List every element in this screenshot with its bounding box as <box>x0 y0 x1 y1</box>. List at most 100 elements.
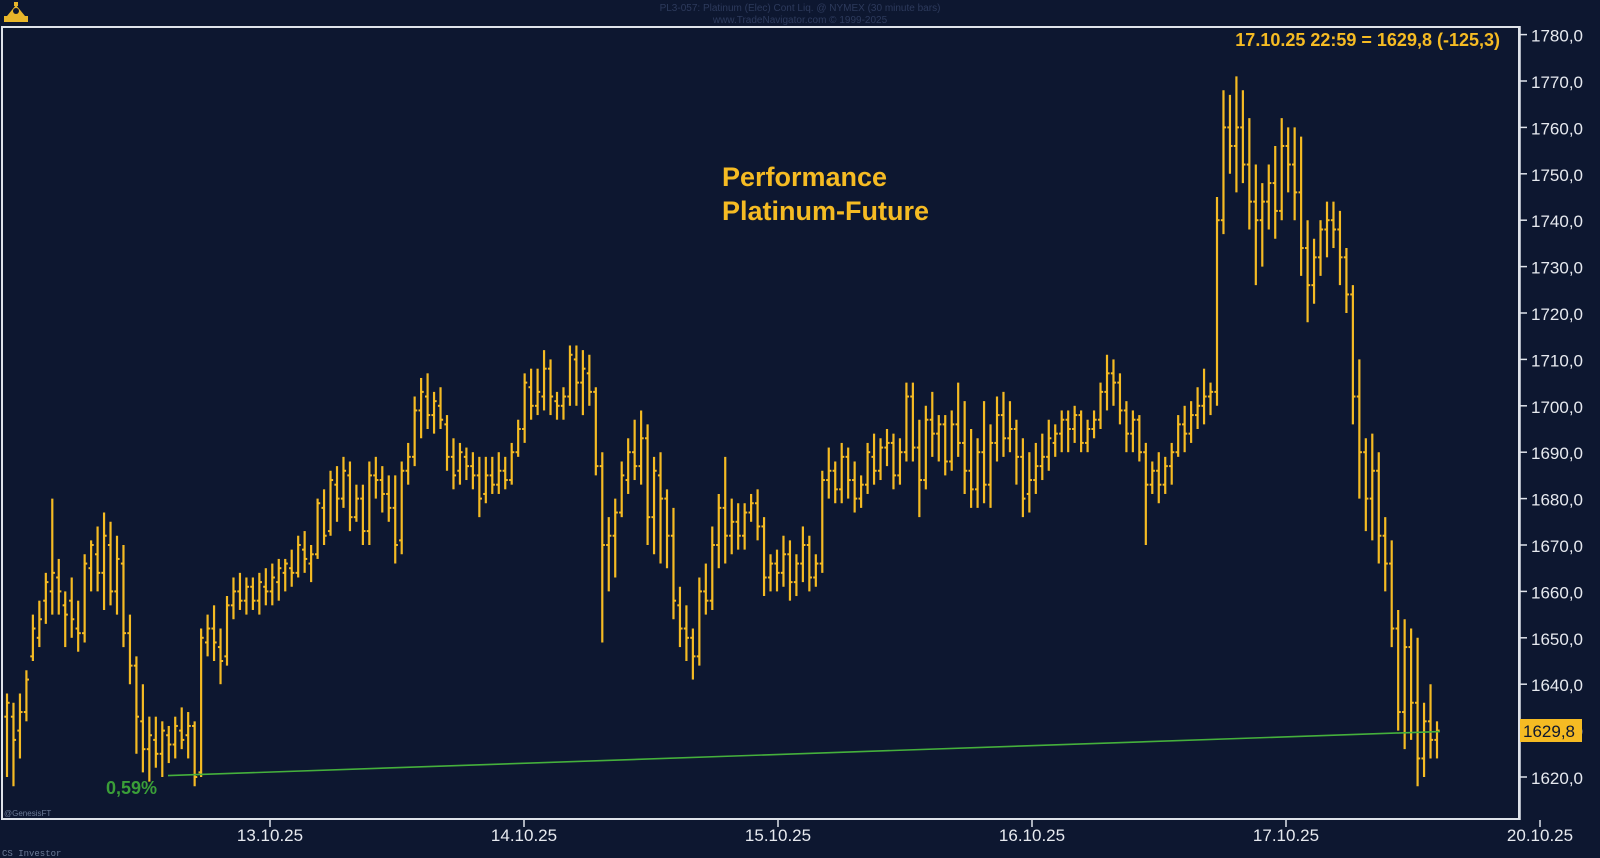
ohlc-bar <box>1188 401 1194 443</box>
ohlc-bar <box>502 456 508 490</box>
ohlc-bar <box>386 475 392 522</box>
y-tick-label: 1700,0 <box>1531 398 1583 417</box>
ohlc-bar <box>444 415 450 471</box>
ohlc-bar <box>450 438 457 490</box>
ohlc-bar <box>127 614 133 685</box>
ohlc-bar <box>23 670 30 722</box>
ohlc-bar <box>806 535 812 592</box>
ohlc-bar <box>826 447 832 499</box>
ohlc-bar <box>1363 438 1369 532</box>
ohlc-bar <box>424 373 431 429</box>
ohlc-bar <box>1039 433 1045 481</box>
ohlc-bar <box>327 470 334 536</box>
ohlc-bar <box>256 572 262 615</box>
ohlc-bar <box>1343 248 1350 313</box>
ohlc-bar <box>593 387 599 476</box>
ohlc-bar <box>1143 442 1149 545</box>
ohlc-bar <box>515 419 521 457</box>
ohlc-bar <box>1104 354 1110 411</box>
ohlc-bar <box>483 456 489 504</box>
logo-icon <box>4 2 28 22</box>
ohlc-bar <box>295 535 301 578</box>
y-tick-label: 1710,0 <box>1531 351 1583 370</box>
ohlc-bar <box>1356 359 1362 499</box>
ohlc-bar <box>88 540 94 592</box>
ohlc-bar <box>612 498 618 578</box>
ohlc-bar <box>379 466 385 513</box>
ohlc-bar <box>619 461 625 518</box>
ohlc-bar <box>10 702 17 787</box>
y-tick-label: 1740,0 <box>1531 212 1583 231</box>
ohlc-bar <box>82 554 88 643</box>
ohlc-bar <box>580 350 586 416</box>
ohlc-bar <box>1266 164 1272 230</box>
ohlc-bar <box>1421 702 1427 777</box>
ohlc-bar <box>929 391 935 457</box>
ohlc-bar <box>289 549 295 587</box>
ohlc-bar <box>903 382 910 462</box>
ohlc-bar <box>877 438 884 481</box>
ohlc-bar <box>1298 136 1304 276</box>
ohlc-bar <box>1052 424 1058 457</box>
ohlc-bar <box>30 614 36 661</box>
ohlc-bar <box>780 535 787 587</box>
ohlc-bar <box>204 614 211 657</box>
ohlc-bar <box>1065 410 1071 453</box>
ohlc-bar <box>1253 164 1259 286</box>
ohlc-bar <box>302 531 308 573</box>
ohlc-bar <box>709 526 715 610</box>
x-tick-label: 13.10.25 <box>237 826 303 845</box>
ohlc-bar <box>263 568 269 606</box>
ohlc-bar <box>839 442 845 504</box>
ohlc-bar <box>729 498 735 555</box>
ohlc-bar <box>1408 628 1414 740</box>
ohlc-bar <box>1149 461 1155 494</box>
ohlc-bar <box>1130 410 1136 453</box>
ohlc-bar <box>159 721 165 777</box>
ohlc-bar <box>1414 637 1421 787</box>
ohlc-bar <box>599 452 605 643</box>
y-tick-label: 1640,0 <box>1531 676 1583 695</box>
ohlc-bar <box>974 438 981 508</box>
ohlc-bar <box>334 466 340 522</box>
ohlc-bar <box>1272 145 1278 239</box>
ohlc-bar <box>664 489 670 569</box>
ohlc-bar <box>690 628 696 680</box>
ohlc-bar <box>1097 382 1104 429</box>
ohlc-bar <box>1285 127 1291 193</box>
ohlc-bar <box>49 498 55 615</box>
ohlc-bar <box>813 554 819 587</box>
performance-overlay <box>167 730 1441 777</box>
ohlc-bar <box>916 419 922 518</box>
ohlc-bar <box>437 387 444 429</box>
ohlc-bar <box>1317 220 1324 276</box>
ohlc-bar <box>1194 387 1201 429</box>
ohlc-bar <box>237 572 243 610</box>
ohlc-bar <box>994 396 1000 462</box>
ohlc-bar <box>864 442 871 494</box>
ohlc-bar <box>1175 415 1181 457</box>
ohlc-bar <box>560 387 567 420</box>
ohlc-bar <box>716 493 722 569</box>
ohlc-bar <box>897 438 903 485</box>
ohlc-bar <box>321 489 327 545</box>
ohlc-bar <box>1292 127 1298 221</box>
last-price-label: 1629,8 <box>1523 722 1575 741</box>
ohlc-bar <box>1182 405 1188 453</box>
y-tick-label: 1750,0 <box>1531 166 1583 185</box>
ohlc-bar <box>94 526 101 592</box>
ohlc-bar <box>923 405 929 490</box>
chart-title-line-1: Performance <box>722 162 887 192</box>
ohlc-bar <box>4 693 10 777</box>
ohlc-bar <box>392 475 398 564</box>
x-tick-label: 15.10.25 <box>745 826 811 845</box>
ohlc-bar <box>1259 183 1265 267</box>
ohlc-bar <box>457 442 463 485</box>
ohlc-bar <box>243 577 250 615</box>
inner-watermark: @GenesisFT <box>4 809 51 818</box>
ohlc-bar <box>107 521 114 606</box>
last-price-box <box>1520 719 1582 742</box>
ohlc-series <box>4 76 1440 787</box>
ohlc-bar <box>949 410 955 471</box>
